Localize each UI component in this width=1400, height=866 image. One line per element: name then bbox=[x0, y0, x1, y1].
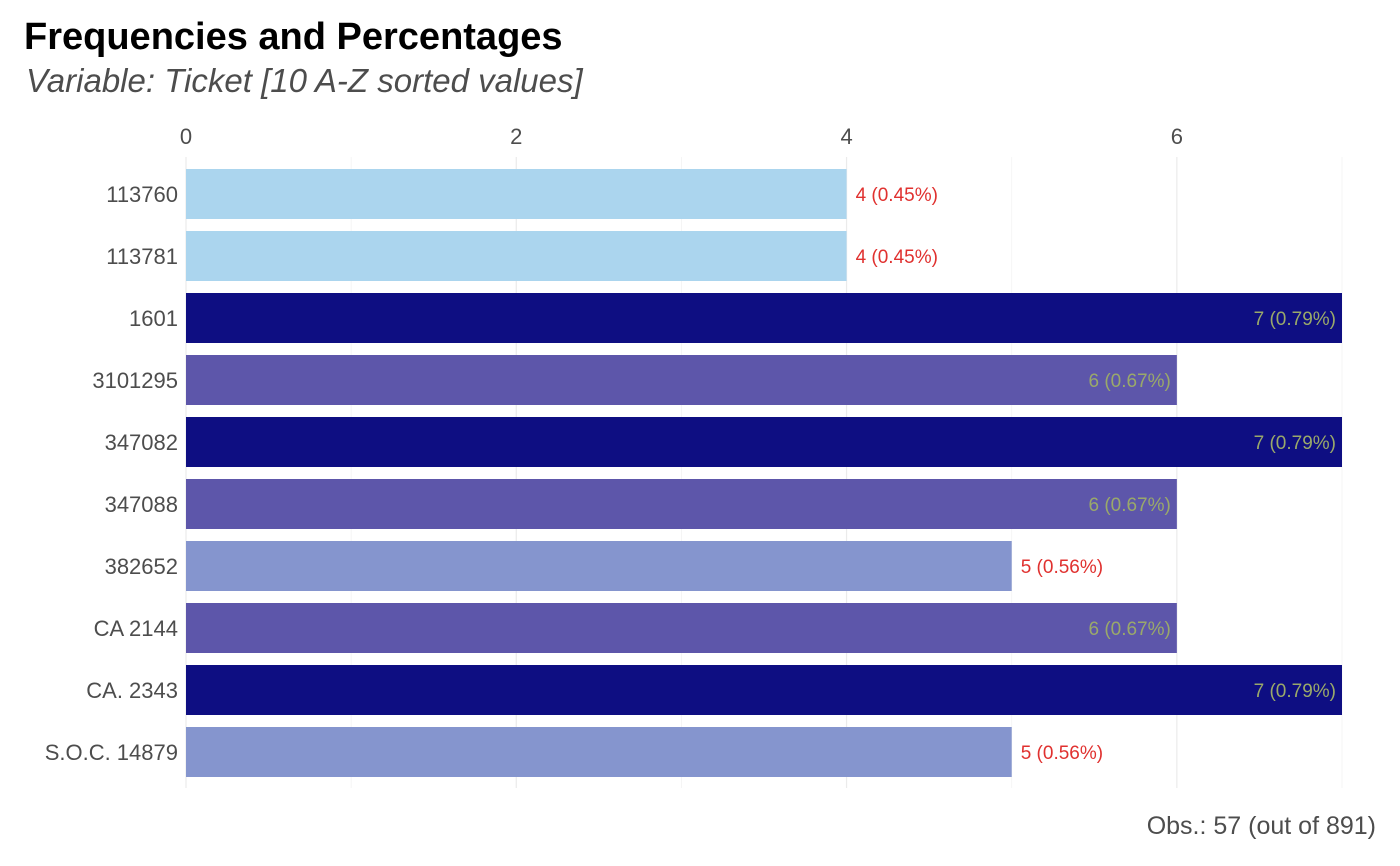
data-label: 6 (0.67%) bbox=[1088, 495, 1170, 516]
x-tick-label: 6 bbox=[1171, 124, 1183, 149]
category-label: 3101295 bbox=[92, 368, 178, 393]
bar bbox=[186, 541, 1012, 591]
category-label: 113781 bbox=[106, 244, 178, 269]
category-label: CA 2144 bbox=[94, 616, 178, 641]
bar bbox=[186, 169, 847, 219]
bar bbox=[186, 231, 847, 281]
x-tick-label: 2 bbox=[510, 124, 522, 149]
category-label: 347088 bbox=[105, 492, 178, 517]
category-label: 113760 bbox=[106, 182, 178, 207]
chart-caption: Obs.: 57 (out of 891) bbox=[1146, 812, 1376, 840]
bar bbox=[186, 355, 1177, 405]
chart-subtitle: Variable: Ticket [10 A-Z sorted values] bbox=[26, 62, 583, 99]
data-label: 7 (0.79%) bbox=[1254, 309, 1336, 330]
x-axis-ticks: 0 2 4 6 bbox=[180, 124, 1183, 149]
bars bbox=[186, 169, 1342, 777]
bar bbox=[186, 727, 1012, 777]
chart-title: Frequencies and Percentages bbox=[24, 16, 563, 58]
bar bbox=[186, 603, 1177, 653]
data-label: 5 (0.56%) bbox=[1021, 743, 1103, 764]
bar bbox=[186, 665, 1342, 715]
bar bbox=[186, 293, 1342, 343]
bar bbox=[186, 417, 1342, 467]
data-label: 6 (0.67%) bbox=[1088, 619, 1170, 640]
data-label: 7 (0.79%) bbox=[1254, 681, 1336, 702]
category-labels: 113760 113781 1601 3101295 347082 347088 38265… bbox=[45, 182, 178, 765]
data-label: 4 (0.45%) bbox=[856, 247, 938, 268]
category-label: 382652 bbox=[105, 554, 178, 579]
bar bbox=[186, 479, 1177, 529]
data-label: 6 (0.67%) bbox=[1088, 371, 1170, 392]
x-tick-label: 0 bbox=[180, 124, 192, 149]
category-label: 1601 bbox=[129, 306, 178, 331]
data-label: 5 (0.56%) bbox=[1021, 557, 1103, 578]
data-label: 7 (0.79%) bbox=[1254, 433, 1336, 454]
data-labels: 4 (0.45%) 4 (0.45%) 7 (0.79%) 6 (0.67%) 7 (0… bbox=[856, 185, 1336, 764]
x-tick-label: 4 bbox=[840, 124, 852, 149]
data-label: 4 (0.45%) bbox=[856, 185, 938, 206]
category-label: S.O.C. 14879 bbox=[45, 740, 178, 765]
category-label: 347082 bbox=[105, 430, 178, 455]
category-label: CA. 2343 bbox=[86, 678, 178, 703]
